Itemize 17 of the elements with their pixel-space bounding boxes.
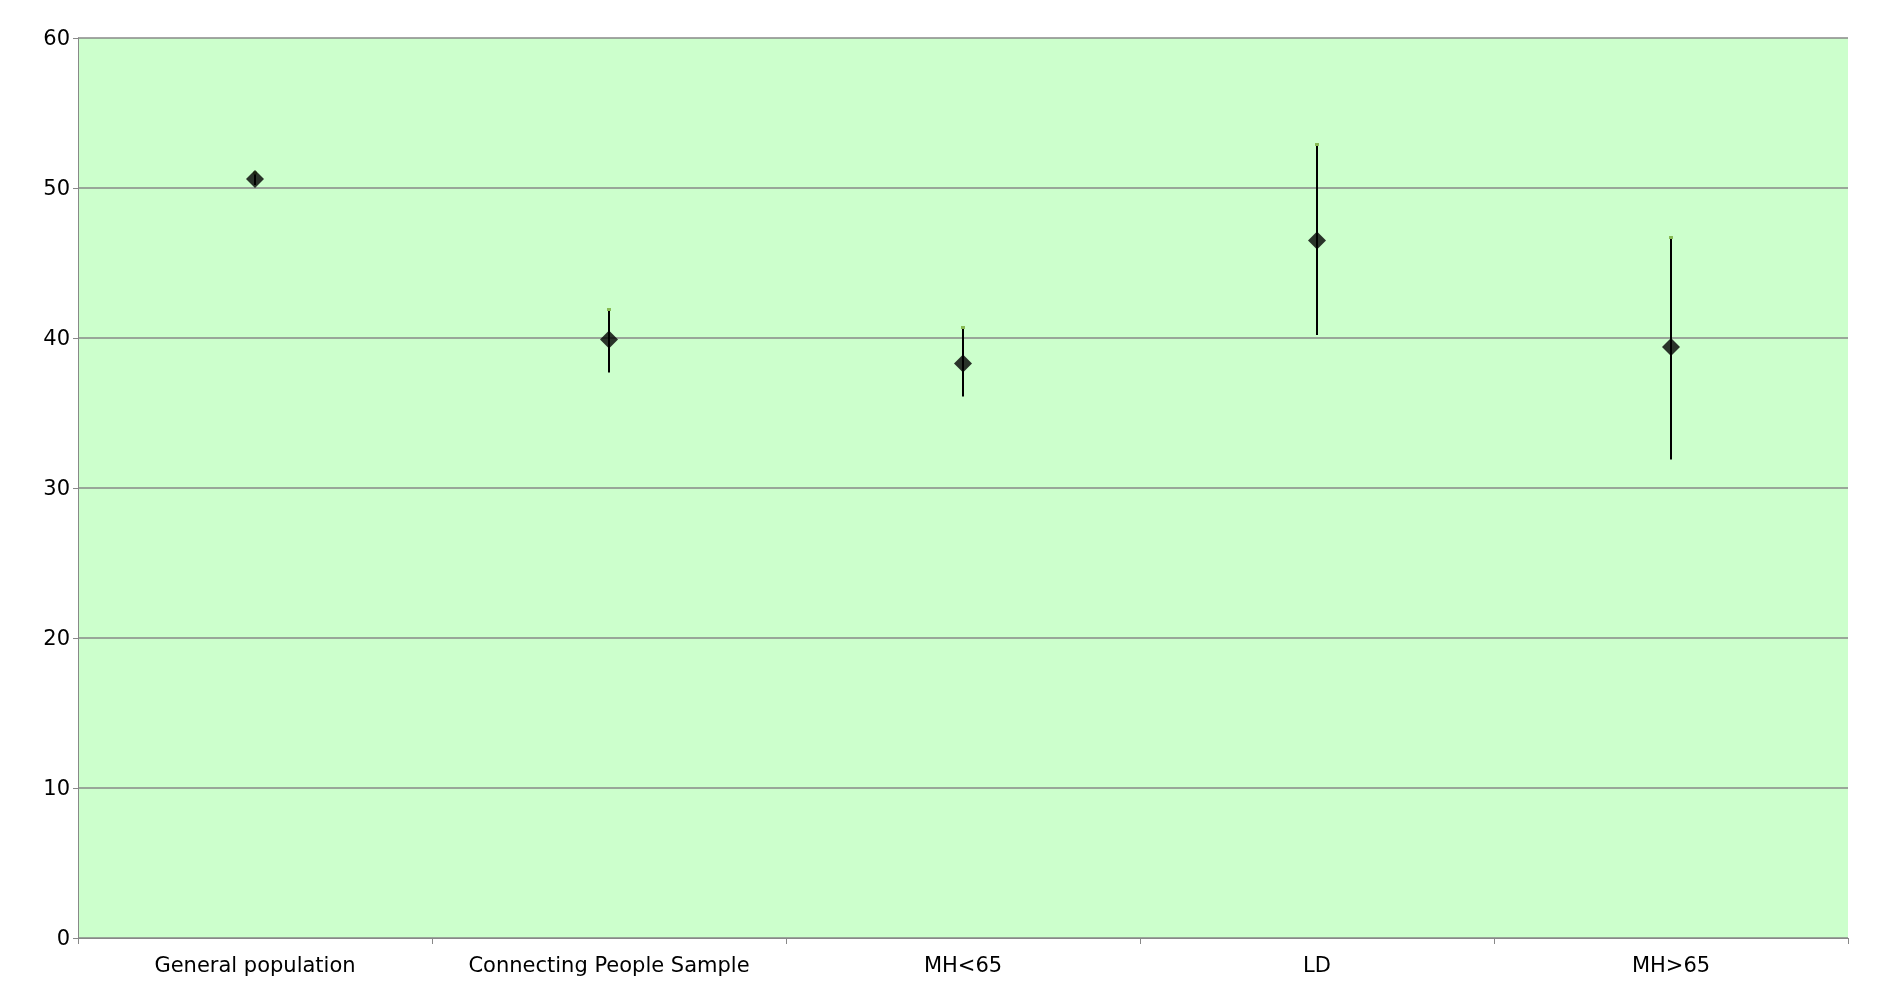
x-tick-label: General population [154, 952, 356, 977]
x-tick-label: MH>65 [1631, 952, 1711, 977]
y-tick-label: 30 [43, 476, 70, 500]
point [1662, 338, 1680, 356]
y-tick-label: 20 [43, 626, 70, 650]
y-tick-label: 60 [43, 26, 70, 50]
point [246, 170, 264, 188]
point [1308, 231, 1326, 250]
x-tick-label: MH<65 [923, 952, 1003, 977]
y-tick-label: 40 [43, 326, 70, 350]
x-tick-label: Connecting People Sample [468, 952, 750, 977]
y-tick-label: 50 [43, 176, 70, 200]
point [954, 354, 972, 373]
point [600, 330, 618, 349]
x-tick-label: LD [1303, 952, 1331, 977]
y-tick-label: 10 [43, 776, 70, 800]
y-tick-label: 0 [56, 926, 70, 950]
